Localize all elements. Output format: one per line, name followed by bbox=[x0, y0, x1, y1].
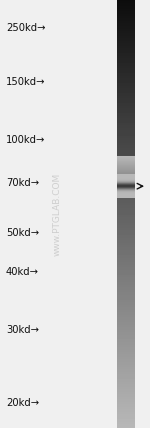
Text: 30kd→: 30kd→ bbox=[6, 325, 39, 336]
Text: 150kd→: 150kd→ bbox=[6, 77, 45, 87]
Text: 40kd→: 40kd→ bbox=[6, 267, 39, 277]
Text: 20kd→: 20kd→ bbox=[6, 398, 39, 408]
Text: 50kd→: 50kd→ bbox=[6, 228, 39, 238]
Text: 250kd→: 250kd→ bbox=[6, 23, 45, 33]
Text: www.PTGLAB.COM: www.PTGLAB.COM bbox=[52, 172, 62, 256]
Text: 70kd→: 70kd→ bbox=[6, 178, 39, 188]
Text: 100kd→: 100kd→ bbox=[6, 135, 45, 146]
